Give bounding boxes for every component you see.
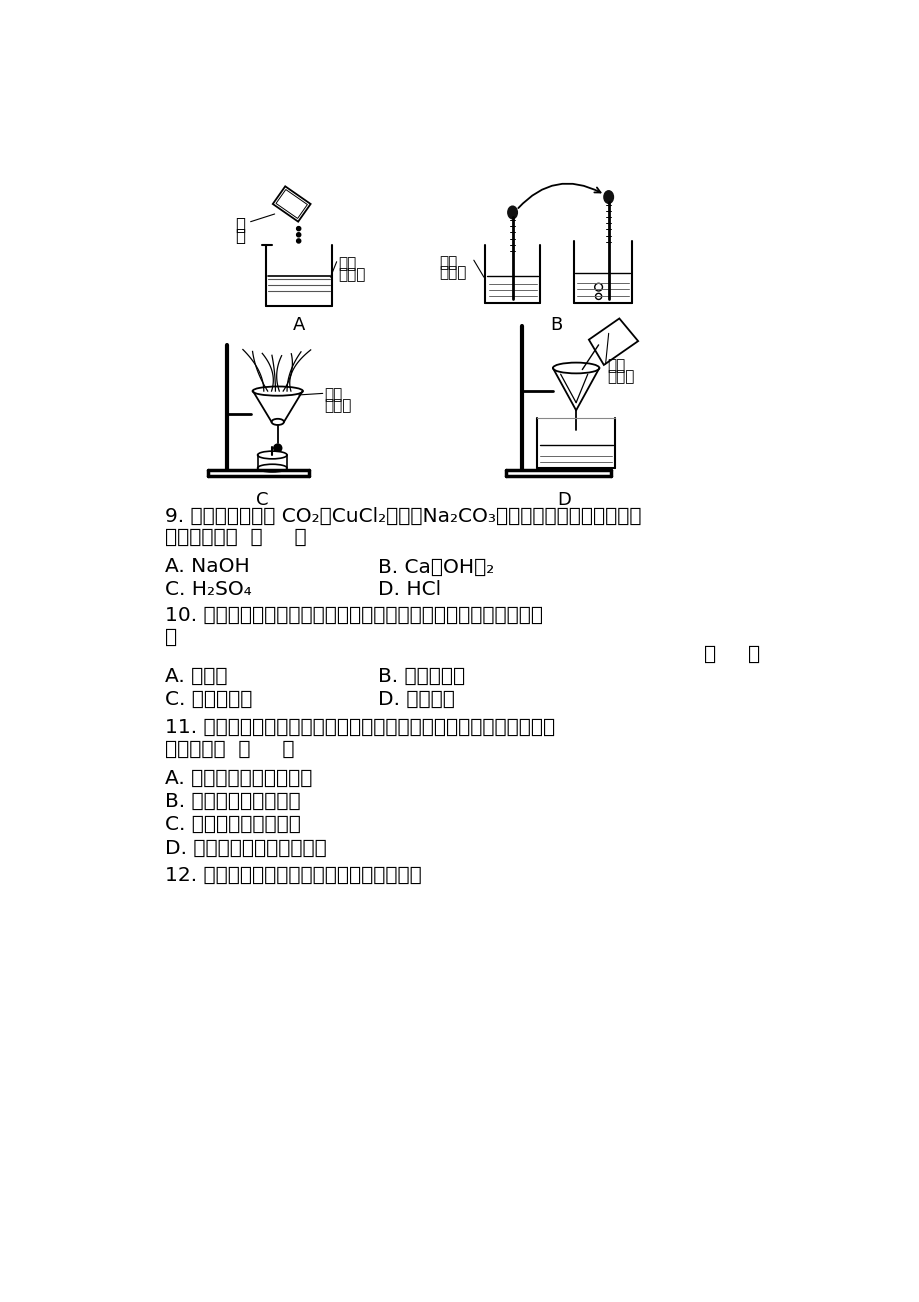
Ellipse shape [257,452,287,458]
Circle shape [274,444,281,452]
Text: A. 稀硫酸: A. 稀硫酸 [165,667,228,686]
Text: C: C [255,491,268,509]
Text: 是: 是 [165,628,177,647]
Text: 11. 下列两种物质的溶液混合后，能发生反应，且溶液的总质量不会发: 11. 下列两种物质的溶液混合后，能发生反应，且溶液的总质量不会发 [165,719,555,737]
Text: D. HCl: D. HCl [378,579,441,599]
Text: A. 氢氧化钓溶液和稀盐酸: A. 氢氧化钓溶液和稀盐酸 [165,769,312,788]
Polygon shape [588,319,638,365]
Ellipse shape [507,206,516,219]
Circle shape [297,240,301,243]
Ellipse shape [271,419,284,424]
Text: 9. 下列物质中，与 CO₂、CuCl₂溶液、Na₂CO₃溶液都能发生反应，且都有: 9. 下列物质中，与 CO₂、CuCl₂溶液、Na₂CO₃溶液都能发生反应，且都… [165,506,641,526]
Text: 食盐水: 食盐水 [323,398,351,413]
Text: A. NaOH: A. NaOH [165,557,250,577]
Text: 饱和: 饱和 [338,256,356,271]
Circle shape [297,227,301,230]
Ellipse shape [552,362,598,374]
Text: B. 氯化铜溶液: B. 氯化铜溶液 [378,667,465,686]
Text: B. Ca（OH）₂: B. Ca（OH）₂ [378,557,494,577]
Text: 食盐水: 食盐水 [438,266,466,280]
Text: 饱和: 饱和 [323,387,342,402]
Text: D. 碘酸钓溶液和氯化馒溶液: D. 碘酸钓溶液和氯化馒溶液 [165,838,327,858]
Ellipse shape [604,191,613,203]
Text: 蔗: 蔗 [235,216,244,234]
Text: 明显现象的是  （     ）: 明显现象的是 （ ） [165,529,307,547]
Ellipse shape [253,387,302,396]
Text: A: A [292,316,304,335]
Text: 食盐水: 食盐水 [338,267,365,283]
Circle shape [595,293,601,299]
Text: D: D [557,491,571,509]
Text: 食盐水: 食盐水 [607,368,634,384]
Circle shape [594,284,602,290]
Text: 生改变的是  （     ）: 生改变的是 （ ） [165,740,295,759]
Text: （     ）: （ ） [703,644,759,664]
Text: C. 碘酸钒溶液: C. 碘酸钒溶液 [165,690,253,708]
Circle shape [297,233,301,237]
Text: D. 二氧化碳: D. 二氧化碳 [378,690,455,708]
Text: 饱和: 饱和 [438,255,457,270]
Text: 糖: 糖 [235,227,244,245]
Text: C. 氯化钓溶液和稀硫酸: C. 氯化钓溶液和稀硫酸 [165,815,301,835]
Text: B: B [550,316,562,335]
Text: 10. 滴有酚酬的氢氧化馒溶液与下列物质恰好完全反应后仍显红色的: 10. 滴有酚酬的氢氧化馒溶液与下列物质恰好完全反应后仍显红色的 [165,605,543,625]
Ellipse shape [257,465,287,471]
Text: 12. 根据氨碱法用食盐制纯碱的反应原理是：: 12. 根据氨碱法用食盐制纯碱的反应原理是： [165,866,422,885]
Text: C. H₂SO₄: C. H₂SO₄ [165,579,252,599]
Polygon shape [272,186,311,221]
Text: B. 碘酸钓溶液和稀盐酸: B. 碘酸钓溶液和稀盐酸 [165,792,301,811]
Polygon shape [276,190,307,219]
Text: 饱和: 饱和 [607,358,625,372]
